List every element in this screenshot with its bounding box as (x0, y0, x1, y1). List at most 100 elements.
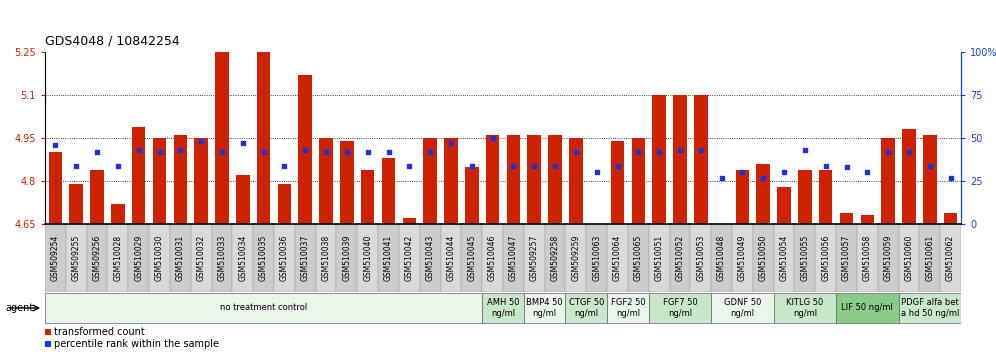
Point (568, 149, 584, 155)
Point (485, 135, 501, 141)
Text: AMH 50
ng/ml: AMH 50 ng/ml (487, 298, 519, 318)
Bar (694, 95, 707, 224)
Bar (215, 52, 229, 224)
Bar (236, 175, 250, 224)
Text: GSM510056: GSM510056 (821, 235, 831, 281)
Point (651, 149, 667, 155)
Point (755, 175, 771, 181)
Bar (45, 293, 482, 323)
Bar (194, 138, 208, 224)
Text: GSM510059: GSM510059 (883, 235, 892, 281)
Bar (611, 141, 624, 224)
Bar (378, 224, 399, 292)
Bar (836, 293, 898, 323)
Bar (108, 224, 128, 292)
Bar (652, 95, 666, 224)
Bar (524, 293, 566, 323)
Bar (732, 224, 753, 292)
Bar (358, 224, 378, 292)
Text: GSM510033: GSM510033 (217, 235, 226, 281)
Text: GSM510041: GSM510041 (384, 235, 393, 281)
Point (130, 147, 146, 153)
Point (672, 147, 688, 153)
Bar (840, 212, 854, 224)
Point (942, 175, 958, 181)
Bar (753, 224, 774, 292)
Bar (566, 293, 608, 323)
Text: GSM510036: GSM510036 (280, 235, 289, 281)
Text: GSM510047: GSM510047 (509, 235, 518, 281)
Point (443, 140, 459, 146)
Point (151, 149, 167, 155)
Bar (648, 293, 711, 323)
Bar (608, 293, 648, 323)
Point (48, 142, 64, 148)
Bar (299, 75, 312, 224)
Bar (774, 224, 795, 292)
Bar (190, 224, 211, 292)
Text: GDNF 50
ng/ml: GDNF 50 ng/ml (724, 298, 761, 318)
Text: GSM510057: GSM510057 (842, 235, 851, 281)
Bar (774, 293, 836, 323)
Text: GSM510043: GSM510043 (425, 235, 434, 281)
Text: CTGF 50
ng/ml: CTGF 50 ng/ml (569, 298, 604, 318)
Text: GSM510038: GSM510038 (322, 235, 331, 281)
Point (693, 147, 709, 153)
Bar (131, 126, 145, 224)
Bar (819, 170, 833, 224)
Point (297, 147, 313, 153)
Point (256, 149, 272, 155)
Bar (507, 135, 520, 224)
Bar (836, 224, 857, 292)
Text: GSM510040: GSM510040 (364, 235, 373, 281)
Bar (320, 138, 333, 224)
Bar (881, 138, 894, 224)
Bar (402, 218, 416, 224)
Bar (627, 224, 648, 292)
Text: GSM510052: GSM510052 (675, 235, 684, 281)
Bar (669, 224, 690, 292)
Point (589, 170, 605, 175)
Text: GSM510058: GSM510058 (863, 235, 872, 281)
Bar (777, 187, 791, 224)
Text: GSM510034: GSM510034 (238, 235, 247, 281)
Point (193, 139, 209, 144)
Point (797, 147, 813, 153)
Bar (232, 224, 253, 292)
Point (172, 147, 188, 153)
Text: GSM509259: GSM509259 (572, 235, 581, 281)
Text: agent: agent (5, 303, 33, 313)
Text: FGF2 50
ng/ml: FGF2 50 ng/ml (611, 298, 645, 318)
Text: GSM510053: GSM510053 (696, 235, 705, 281)
Point (401, 163, 417, 169)
Text: GSM510044: GSM510044 (446, 235, 455, 281)
Bar (482, 224, 503, 292)
Point (839, 164, 855, 170)
Bar (711, 224, 732, 292)
Bar (503, 224, 524, 292)
Bar (465, 167, 478, 224)
Text: FGF7 50
ng/ml: FGF7 50 ng/ml (662, 298, 697, 318)
Text: GSM510045: GSM510045 (467, 235, 476, 281)
Bar (736, 170, 749, 224)
Point (860, 170, 875, 175)
Text: GSM510035: GSM510035 (259, 235, 268, 281)
Bar (816, 224, 836, 292)
Point (526, 163, 542, 169)
Text: GSM510031: GSM510031 (176, 235, 185, 281)
Text: GSM510050: GSM510050 (759, 235, 768, 281)
Bar (566, 224, 587, 292)
Point (776, 170, 792, 175)
Text: percentile rank within the sample: percentile rank within the sample (54, 339, 219, 349)
Bar (66, 224, 87, 292)
Text: GSM510054: GSM510054 (780, 235, 789, 281)
Bar (528, 135, 541, 224)
Bar (87, 224, 108, 292)
Text: GSM510037: GSM510037 (301, 235, 310, 281)
Bar (444, 138, 458, 224)
Point (69, 163, 85, 169)
Text: GSM510061: GSM510061 (925, 235, 934, 281)
Bar (590, 224, 604, 227)
Text: GSM510051: GSM510051 (654, 235, 663, 281)
Bar (45, 329, 51, 335)
